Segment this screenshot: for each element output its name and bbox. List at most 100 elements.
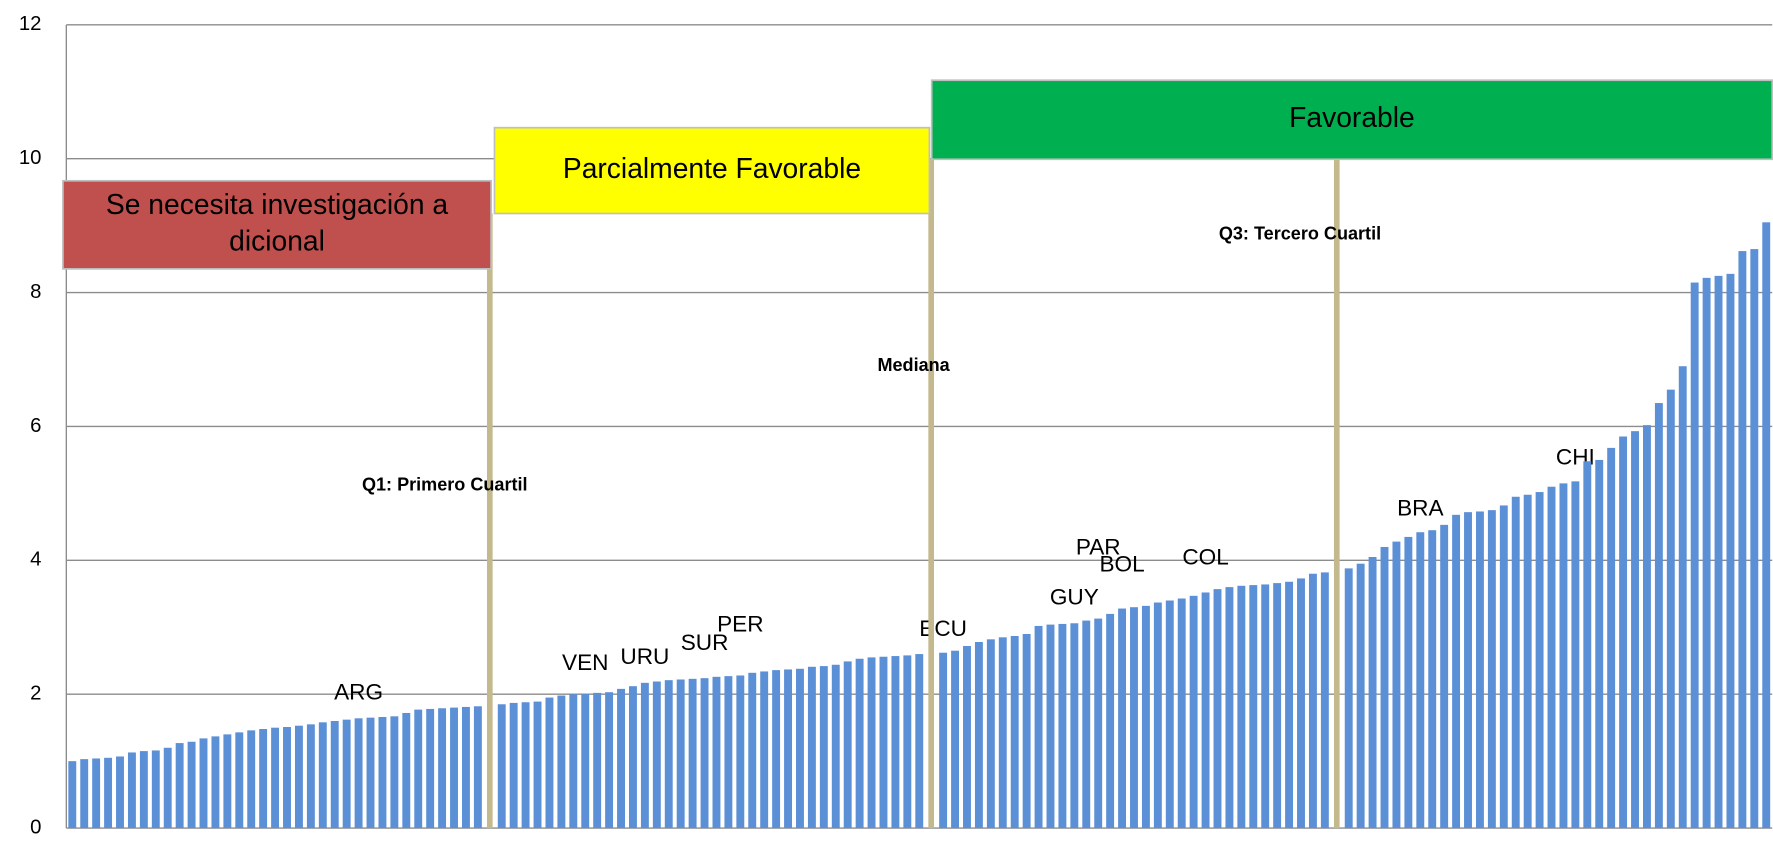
bar	[664, 680, 673, 829]
bar	[509, 702, 518, 829]
y-tick-label: 0	[30, 816, 41, 836]
bar	[438, 708, 447, 829]
bar	[1511, 496, 1520, 829]
bar	[139, 751, 148, 829]
y-tick-label: 10	[19, 147, 42, 169]
bar	[378, 716, 387, 829]
bar	[1153, 602, 1162, 829]
bar	[1631, 431, 1639, 829]
zone-box	[493, 126, 931, 215]
y-tick-label: 12	[19, 13, 42, 35]
zone-label: dicional	[229, 224, 325, 256]
bar	[640, 682, 649, 829]
bar	[1499, 505, 1508, 829]
bar	[676, 679, 685, 829]
bar	[951, 650, 960, 829]
bar	[1213, 589, 1222, 829]
reference-label: Mediana	[877, 355, 950, 375]
bar	[1094, 618, 1103, 829]
bar	[1106, 613, 1115, 829]
bar	[557, 695, 566, 829]
bar	[1535, 492, 1544, 829]
y-tick-label: 8	[30, 281, 41, 303]
category-label: PER	[717, 612, 763, 637]
bar	[271, 727, 280, 829]
bar	[533, 701, 542, 829]
bar	[652, 681, 661, 829]
bar	[712, 676, 721, 829]
bar	[1607, 447, 1616, 829]
bar	[1141, 605, 1150, 829]
bar	[1225, 587, 1234, 829]
bar	[1392, 541, 1401, 829]
bar	[1070, 623, 1079, 829]
bar	[1046, 624, 1055, 829]
bar	[1714, 275, 1723, 829]
bar	[283, 727, 291, 829]
bar	[1678, 366, 1687, 829]
bar	[1762, 222, 1771, 829]
y-tick-label: 6	[30, 415, 41, 437]
bar	[688, 678, 697, 829]
zone-label: Parcialmente Favorable	[563, 152, 861, 184]
bar	[831, 664, 840, 829]
bar	[1297, 578, 1305, 829]
bar	[402, 712, 411, 829]
bar	[1165, 600, 1174, 829]
bar	[247, 730, 256, 829]
bar	[1738, 251, 1747, 829]
bar	[1571, 481, 1580, 829]
bar	[92, 758, 101, 829]
bar	[1416, 532, 1425, 829]
bar	[1654, 403, 1663, 829]
bar	[891, 656, 900, 829]
bar	[1404, 536, 1413, 829]
bar	[151, 750, 160, 829]
bar	[1177, 598, 1186, 829]
bar	[1464, 512, 1472, 829]
bar	[629, 686, 637, 829]
bar	[211, 736, 220, 829]
category-label: URU	[620, 644, 669, 669]
bar	[748, 672, 757, 829]
bar	[1559, 483, 1568, 829]
bar	[1690, 282, 1699, 829]
category-label: VEN	[562, 650, 608, 675]
category-label: ARG	[334, 679, 383, 704]
bar	[1082, 620, 1091, 829]
bar	[354, 718, 363, 829]
bar	[1750, 249, 1759, 829]
bar	[867, 657, 876, 829]
bar	[963, 646, 971, 829]
bar	[175, 743, 184, 829]
zone-label: Se necesita investigación a	[106, 188, 448, 220]
bar	[461, 706, 470, 829]
bar	[294, 725, 303, 829]
bar	[1010, 635, 1019, 829]
bar	[1261, 584, 1270, 829]
bar	[497, 704, 506, 829]
bar	[1118, 608, 1127, 829]
bar	[104, 757, 113, 829]
bar	[939, 652, 948, 829]
bar	[605, 692, 614, 829]
bar	[1475, 511, 1484, 829]
bar	[473, 706, 482, 829]
bar	[796, 668, 804, 829]
bar	[1273, 583, 1282, 829]
bar	[366, 717, 375, 829]
bar	[819, 666, 828, 829]
bar	[986, 639, 995, 829]
bar	[760, 671, 769, 829]
bar	[1642, 425, 1651, 829]
zone-label: Favorable	[1289, 101, 1415, 133]
bar	[1440, 524, 1449, 829]
bar	[736, 675, 745, 829]
bar	[784, 669, 792, 829]
y-tick-label: 2	[30, 683, 41, 705]
category-label: ECU	[919, 616, 967, 641]
bar	[915, 654, 924, 829]
bar	[1595, 459, 1604, 829]
bar	[426, 708, 435, 829]
bar	[1452, 514, 1461, 829]
